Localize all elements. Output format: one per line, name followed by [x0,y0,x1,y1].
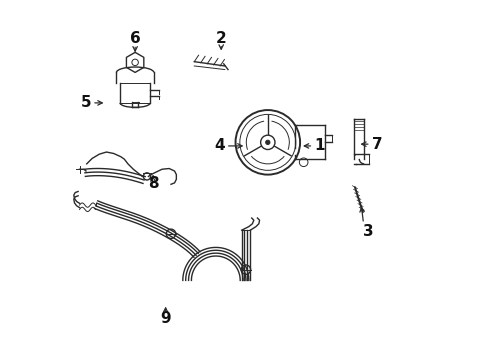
Text: 8: 8 [147,176,158,191]
Text: 2: 2 [215,31,226,46]
Text: 3: 3 [362,225,373,239]
Circle shape [265,140,269,144]
Text: 9: 9 [160,311,171,325]
Text: 5: 5 [80,95,91,111]
Text: 7: 7 [371,137,382,152]
Text: 6: 6 [129,31,140,46]
Text: 1: 1 [314,139,324,153]
Text: 4: 4 [214,139,224,153]
